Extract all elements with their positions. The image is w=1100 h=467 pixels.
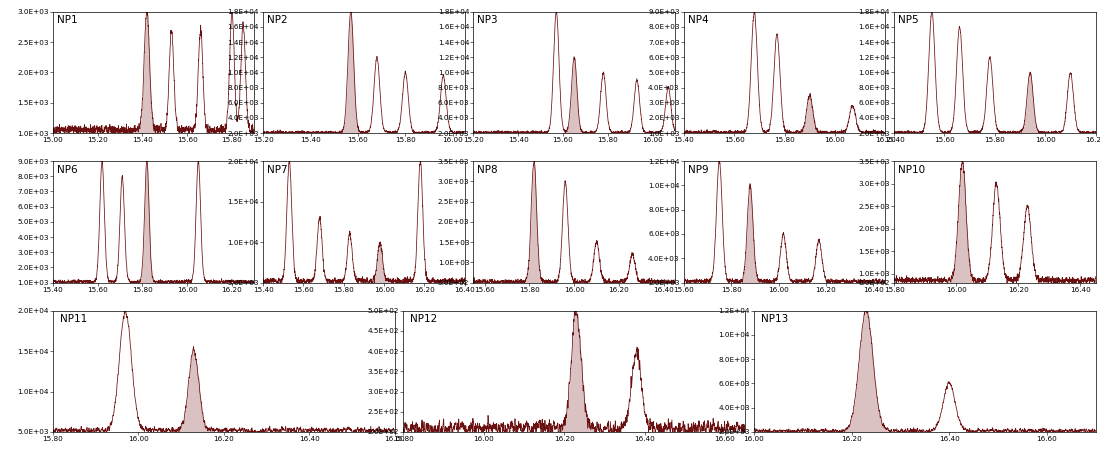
Text: NP2: NP2 xyxy=(267,15,288,25)
Text: NP12: NP12 xyxy=(410,314,438,324)
Text: NP3: NP3 xyxy=(477,15,498,25)
Text: NP1: NP1 xyxy=(57,15,77,25)
Text: NP13: NP13 xyxy=(761,314,788,324)
Text: NP5: NP5 xyxy=(898,15,918,25)
Text: NP4: NP4 xyxy=(688,15,708,25)
Text: NP8: NP8 xyxy=(477,165,498,175)
Text: NP7: NP7 xyxy=(267,165,288,175)
Text: NP10: NP10 xyxy=(898,165,925,175)
Text: NP6: NP6 xyxy=(57,165,77,175)
Text: NP11: NP11 xyxy=(59,314,87,324)
Text: NP9: NP9 xyxy=(688,165,708,175)
